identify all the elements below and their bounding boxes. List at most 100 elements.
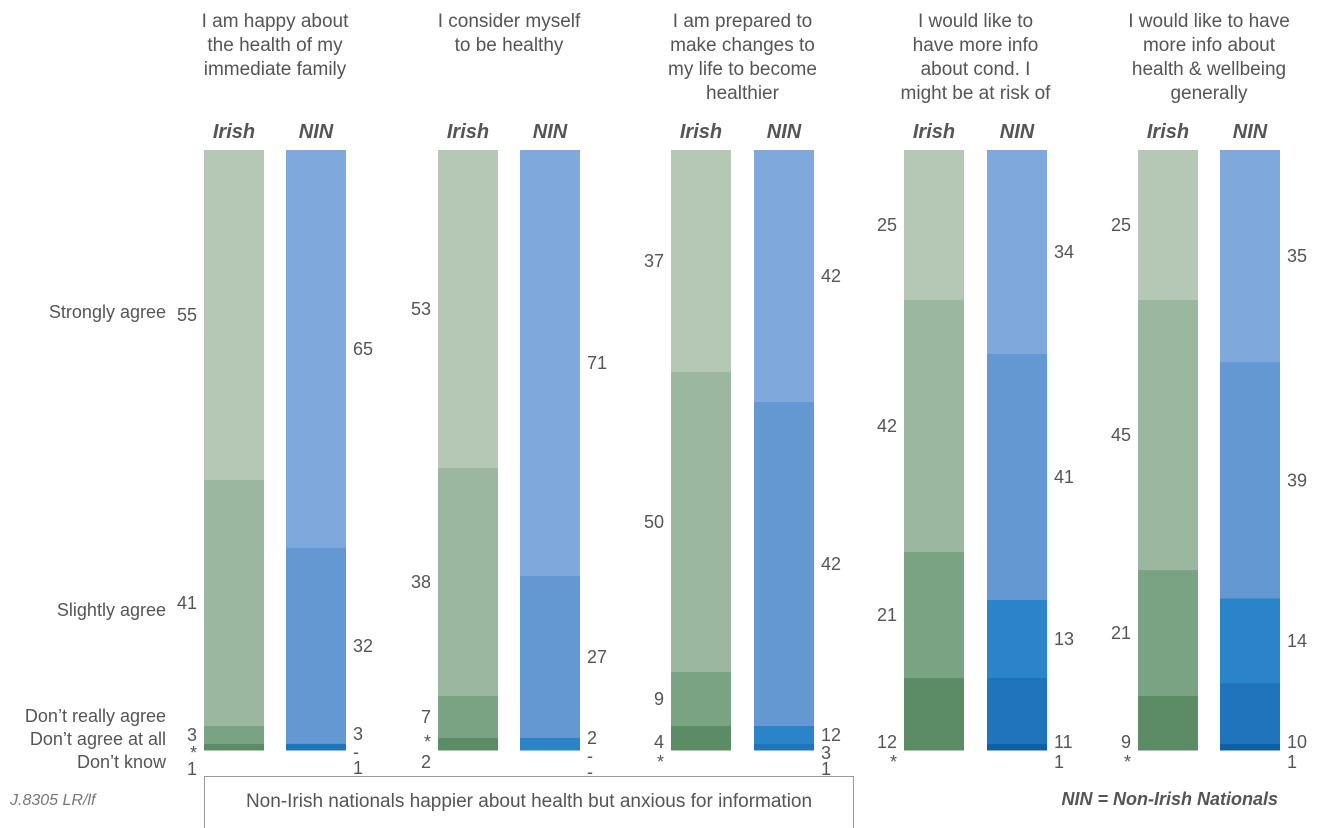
value-label: 55: [177, 305, 197, 325]
bar-segment: [987, 150, 1047, 355]
bar-segment: [1138, 696, 1198, 751]
bar-segment: [1138, 570, 1198, 697]
panel-title-line: about cond. I: [920, 59, 1031, 80]
reference-code: J.8305 LR/lf: [10, 792, 96, 809]
nin-definition: NIN = Non-Irish Nationals: [1061, 789, 1278, 809]
value-label: 1: [1054, 752, 1064, 772]
value-label: 1: [353, 758, 363, 778]
bar-segment: [1138, 300, 1198, 571]
group-label-irish: Irish: [912, 121, 956, 143]
value-label: 9: [1121, 732, 1131, 752]
value-label: 53: [411, 299, 431, 319]
value-label: 3: [187, 725, 197, 745]
value-label: -: [587, 746, 593, 766]
value-label: 25: [877, 215, 897, 235]
bar-segment: [286, 547, 346, 745]
bar-segment: [754, 744, 814, 751]
panel-title-line: the health of my: [207, 35, 343, 56]
panel-title-line: my life to become: [668, 59, 817, 80]
value-label: 38: [411, 572, 431, 592]
panel-title-line: healthier: [706, 83, 779, 104]
value-label: 21: [1111, 623, 1131, 643]
panel-title: I consider myself to be healthy: [394, 10, 624, 58]
bar-segment: [904, 552, 964, 679]
row-label: Strongly agree: [48, 302, 166, 322]
value-label: *: [424, 732, 431, 752]
group-label-irish: Irish: [212, 121, 256, 143]
value-label: 2: [587, 728, 597, 748]
bar-segment: [438, 738, 498, 751]
group-label-nin: NIN: [766, 121, 802, 143]
value-label: 2: [421, 752, 431, 772]
value-label: 14: [1287, 631, 1307, 651]
panel-title-line: immediate family: [203, 59, 347, 80]
bar-segment: [1220, 743, 1280, 751]
bar-segment: [1220, 598, 1280, 684]
value-label: 21: [877, 605, 897, 625]
panel-title-line: make changes to: [670, 35, 815, 56]
group-label-irish: Irish: [446, 121, 490, 143]
bar-segment: [520, 576, 580, 739]
bar-segment: [204, 480, 264, 727]
bar-segment: [438, 696, 498, 739]
value-label: 39: [1287, 470, 1307, 490]
group-label-nin: NIN: [298, 121, 334, 143]
bar-segment: [1220, 362, 1280, 599]
value-label: 1: [821, 759, 831, 779]
bar-segment: [204, 744, 264, 751]
bar-segment: [1138, 150, 1198, 301]
bar-segment: [987, 678, 1047, 745]
value-label: 42: [821, 266, 841, 286]
value-label: 12: [821, 725, 841, 745]
value-label: 10: [1287, 732, 1307, 752]
bar-segment: [671, 372, 731, 673]
bar-segment: [987, 354, 1047, 601]
group-label-nin: NIN: [1232, 121, 1268, 143]
value-label: 9: [654, 689, 664, 709]
value-label: 13: [1054, 629, 1074, 649]
bar-segment: [286, 743, 346, 751]
panel-title-line: have more info: [912, 35, 1039, 56]
value-label: 42: [821, 554, 841, 574]
headline-box: Non-Irish nationals happier about health…: [204, 776, 854, 828]
bar-segment: [987, 600, 1047, 679]
panel-title-line: I would like to: [917, 11, 1034, 32]
value-label: 1: [187, 759, 197, 779]
panel-title-line: generally: [1170, 83, 1248, 104]
bar-segment: [754, 402, 814, 727]
bar-segment: [520, 738, 580, 751]
panel-title-line: health & wellbeing: [1131, 59, 1287, 80]
value-label: 50: [644, 512, 664, 532]
panel-title: I am happy about the health of my immediat…: [160, 10, 390, 82]
group-label-irish: Irish: [679, 121, 723, 143]
value-label: 3: [821, 743, 831, 763]
value-label: 25: [1111, 215, 1131, 235]
panel-title: I am prepared to make changes to my life t…: [628, 10, 858, 106]
panel-title-line: more info about: [1142, 35, 1276, 56]
bar-segment: [520, 150, 580, 577]
value-label: 37: [644, 251, 664, 271]
value-label: -: [587, 762, 593, 782]
bar-segment: [904, 150, 964, 301]
value-label: *: [890, 752, 897, 772]
bar-segment: [204, 150, 264, 481]
bar-segment: [754, 150, 814, 403]
bar-segment: [1220, 683, 1280, 745]
value-label: 42: [877, 416, 897, 436]
bar-segment: [286, 150, 346, 549]
value-label: 12: [877, 732, 897, 752]
value-label: *: [1124, 752, 1131, 772]
bar-segment: [438, 150, 498, 469]
bar-segment: [204, 726, 264, 745]
value-label: 1: [1287, 752, 1297, 772]
group-label-nin: NIN: [999, 121, 1035, 143]
panel-title-line: to be healthy: [454, 35, 564, 56]
value-label: 7: [421, 707, 431, 727]
bar-segment: [671, 672, 731, 727]
value-label: *: [657, 752, 664, 772]
value-label: 45: [1111, 425, 1131, 445]
group-label-nin: NIN: [532, 121, 568, 143]
value-label: 3: [353, 724, 363, 744]
value-label: 32: [353, 636, 373, 656]
